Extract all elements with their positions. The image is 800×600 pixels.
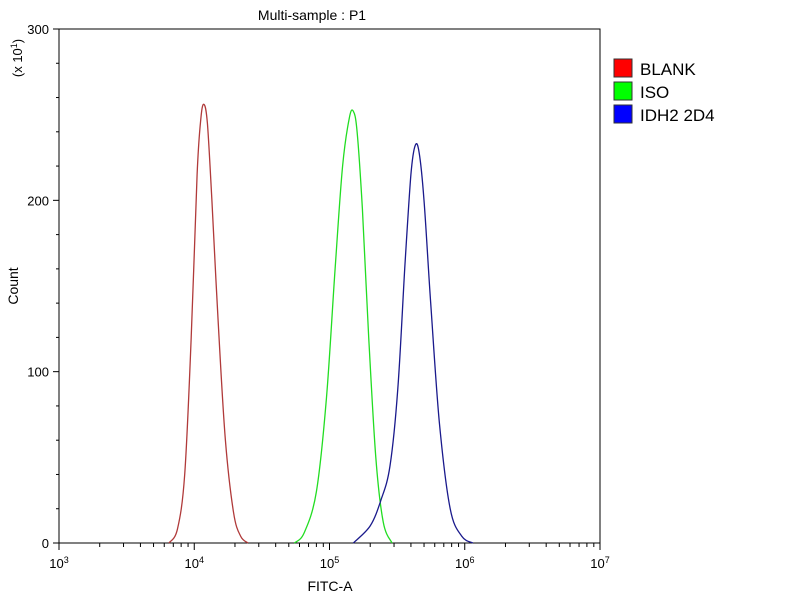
legend-swatch	[613, 81, 633, 101]
y-axis-label: Count	[5, 267, 21, 304]
legend-label: ISO	[640, 83, 669, 102]
y-tick-label: 200	[27, 193, 49, 208]
x-tick-label: 105	[320, 555, 339, 571]
y-scale-label: (x 101)	[9, 39, 25, 77]
series-line-iso	[293, 109, 393, 544]
series-line-idh2-2d4	[352, 142, 474, 544]
y-tick-label: 0	[42, 536, 49, 551]
x-tick-label: 106	[455, 555, 474, 571]
x-axis-ticks: 103 104 105 106 107	[49, 543, 610, 571]
y-tick-label: 300	[27, 22, 49, 37]
y-tick-label: 100	[27, 365, 49, 380]
legend-swatch	[613, 58, 633, 78]
chart-title: Multi-sample : P1	[258, 7, 366, 23]
series-line-blank	[168, 103, 249, 544]
x-tick-label: 107	[590, 555, 609, 571]
legend-label: BLANK	[640, 60, 696, 79]
y-axis-ticks: 0 100 200 300	[27, 22, 59, 551]
x-tick-label: 104	[185, 555, 204, 571]
legend-label: IDH2 2D4	[640, 106, 715, 125]
legend-swatch	[613, 104, 633, 124]
x-tick-label: 103	[49, 555, 68, 571]
x-axis-label: FITC-A	[307, 578, 353, 594]
legend: BLANK ISO IDH2 2D4	[613, 58, 715, 125]
plot-area	[58, 28, 601, 544]
series-group	[168, 103, 474, 544]
